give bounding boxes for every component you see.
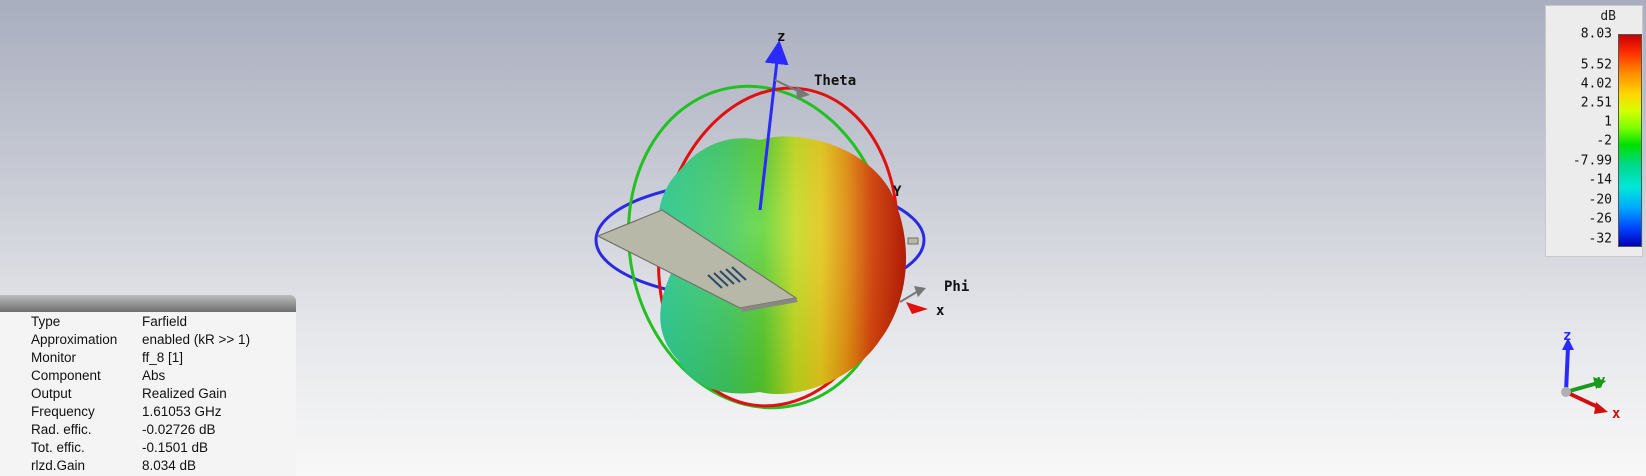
color-legend: dB 8.03 5.52 4.02 2.51 1 -2 -7.99 -14 -2… — [1545, 5, 1643, 257]
info-key: Component — [31, 368, 101, 383]
phi-label: Phi — [944, 279, 969, 295]
z-axis-label: z — [777, 29, 785, 45]
x-axis-label: x — [936, 303, 945, 319]
info-row-rlzd-gain: rlzd.Gain 8.034 dB — [0, 458, 296, 476]
info-row-type: Type Farfield — [0, 314, 296, 332]
legend-tick: 4.02 — [1580, 76, 1612, 92]
orientation-triad[interactable]: z y x — [1561, 328, 1621, 422]
farfield-info-panel: Type Farfield Approximation enabled (kR … — [0, 295, 296, 476]
legend-unit: dB — [1600, 9, 1616, 24]
info-row-monitor: Monitor ff_8 [1] — [0, 350, 296, 368]
info-key: Frequency — [31, 404, 95, 419]
info-key: Type — [31, 314, 61, 329]
info-key: Output — [31, 386, 72, 401]
legend-tick: -7.99 — [1572, 153, 1612, 169]
info-value: 1.61053 GHz — [142, 404, 222, 419]
triad-x-label: x — [1612, 406, 1621, 422]
info-key: Tot. effic. — [31, 440, 85, 455]
colorbar — [1618, 34, 1642, 247]
info-key: Monitor — [31, 350, 77, 365]
info-value: ff_8 [1] — [142, 350, 184, 365]
legend-tick: 8.03 — [1580, 26, 1612, 42]
triad-z-label: z — [1563, 328, 1571, 344]
theta-label: Theta — [814, 73, 856, 89]
info-value: 8.034 dB — [142, 458, 197, 473]
info-value: Abs — [142, 368, 166, 383]
legend-tick: -20 — [1588, 192, 1612, 208]
y-axis-label: Y — [893, 184, 902, 200]
legend-tick: 2.51 — [1580, 95, 1612, 111]
radiation-pattern — [658, 136, 907, 395]
info-value: -0.1501 dB — [142, 440, 209, 455]
info-key: rlzd.Gain — [31, 458, 86, 473]
theta-arrow-icon — [796, 86, 810, 99]
info-value: -0.02726 dB — [142, 422, 216, 437]
z-axis — [758, 40, 789, 211]
info-value: Realized Gain — [142, 386, 227, 401]
info-row-output: Output Realized Gain — [0, 386, 296, 404]
legend-tick: -32 — [1588, 231, 1612, 247]
info-row-component: Component Abs — [0, 368, 296, 386]
phi-arrow-icon — [914, 286, 926, 297]
info-row-frequency: Frequency 1.61053 GHz — [0, 404, 296, 422]
legend-tick: -14 — [1588, 172, 1612, 188]
info-panel-header[interactable] — [0, 295, 296, 312]
info-value: Farfield — [142, 314, 188, 329]
legend-tick: -26 — [1588, 211, 1612, 227]
info-row-tot-effic: Tot. effic. -0.1501 dB — [0, 440, 296, 458]
info-key: Approximation — [31, 332, 118, 347]
legend-tick: 5.52 — [1580, 57, 1612, 73]
info-row-rad-effic: Rad. effic. -0.02726 dB — [0, 422, 296, 440]
triad-y-label: y — [1597, 373, 1606, 389]
legend-tick: 1 — [1604, 114, 1612, 130]
x-axis-arrow-icon — [906, 302, 928, 314]
info-value: enabled (kR >> 1) — [142, 332, 251, 347]
legend-tick: -2 — [1596, 133, 1612, 149]
antenna-board — [596, 209, 798, 312]
info-key: Rad. effic. — [31, 422, 92, 437]
info-row-approximation: Approximation enabled (kR >> 1) — [0, 332, 296, 350]
